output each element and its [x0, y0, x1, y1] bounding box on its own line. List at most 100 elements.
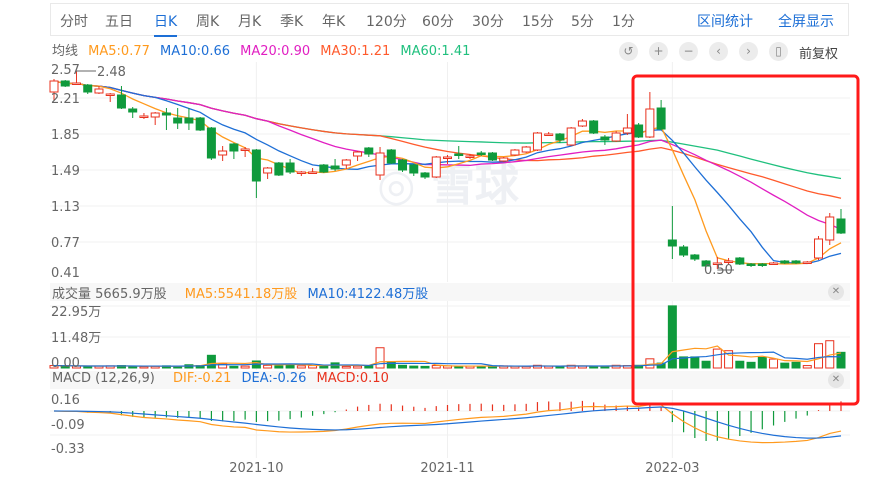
candle-body: [105, 93, 115, 96]
candle: [206, 127, 216, 160]
close-volume-icon[interactable]: ✕: [828, 284, 844, 300]
volume-bar: [409, 365, 419, 369]
candle-body: [746, 263, 756, 266]
candle-body: [634, 124, 644, 138]
tab-11[interactable]: 5分: [571, 14, 594, 30]
volume-bar: [229, 365, 239, 369]
chevron-left-icon[interactable]: ‹: [709, 42, 728, 61]
candle-body: [173, 117, 183, 124]
candle: [105, 93, 115, 102]
candle: [308, 168, 318, 174]
price-tick-label: 1.85: [51, 128, 80, 143]
candle: [555, 133, 565, 143]
range-stats-link[interactable]: 区间统计: [697, 14, 753, 30]
candle-body: [532, 132, 542, 151]
price-tick-label: 2.21: [51, 92, 80, 107]
volume-bar: [757, 356, 767, 369]
tab-7[interactable]: 120分: [366, 14, 407, 30]
candle-body: [420, 172, 430, 178]
candle-body: [139, 115, 149, 118]
candle: [218, 146, 228, 161]
tab-8[interactable]: 60分: [422, 14, 454, 30]
tab-10[interactable]: 15分: [522, 14, 554, 30]
candle: [589, 120, 599, 134]
candle: [532, 132, 542, 151]
tab-12[interactable]: 1分: [612, 14, 635, 30]
close-macd-icon[interactable]: ✕: [828, 372, 844, 388]
tab-3[interactable]: 周K: [196, 14, 220, 30]
volume-bar: [218, 363, 228, 369]
tab-2[interactable]: 日K: [154, 11, 178, 37]
candle: [49, 79, 59, 100]
tab-6[interactable]: 年K: [322, 14, 346, 30]
volume-bar: [701, 360, 711, 369]
candle: [499, 157, 509, 162]
candle: [712, 257, 722, 269]
tab-5[interactable]: 季K: [280, 14, 304, 30]
candle-body: [825, 216, 835, 241]
ma30-value: MA30:1.21: [320, 44, 391, 59]
volume-bar: [532, 364, 542, 369]
candle: [487, 152, 497, 161]
fullscreen-link[interactable]: 全屏显示: [778, 14, 834, 30]
candle: [769, 262, 779, 265]
volume-ma10: MA10:4122.48万股: [307, 287, 429, 302]
chevron-right-icon[interactable]: ›: [739, 42, 758, 61]
tab-4[interactable]: 月K: [238, 14, 262, 30]
candle: [566, 127, 576, 146]
candle: [600, 135, 610, 145]
candle-body: [769, 262, 779, 265]
candle: [645, 92, 655, 138]
tab-1[interactable]: 五日: [105, 14, 133, 30]
zoom-in-icon[interactable]: +: [649, 42, 668, 61]
date-label: 2022-03: [645, 461, 699, 476]
candle-body: [622, 127, 632, 134]
candle: [353, 151, 363, 161]
candle: [521, 146, 531, 153]
candle-body: [566, 127, 576, 146]
ma5-line: [53, 80, 842, 265]
macd-tick-label: -0.09: [51, 418, 85, 433]
candle-body: [465, 155, 475, 158]
volume-ma5: MA5:5541.18万股: [184, 287, 298, 302]
candle-body: [128, 108, 138, 113]
highlight-box: [631, 74, 860, 406]
candle: [420, 172, 430, 179]
candle: [791, 260, 801, 264]
candle: [802, 261, 812, 264]
volume-bar: [645, 358, 655, 369]
candle-body: [544, 133, 554, 136]
candle-body: [802, 261, 812, 264]
volume-title: 成交量 5665.9万股: [52, 287, 167, 302]
candle-body: [735, 257, 745, 265]
candle-body: [184, 117, 194, 124]
candle: [679, 245, 689, 257]
candle-body: [521, 146, 531, 153]
candle-icon[interactable]: ▯: [769, 42, 788, 61]
macd-value: MACD:0.10: [316, 371, 389, 386]
candle: [319, 164, 329, 173]
adjust-mode-button[interactable]: 前复权: [799, 47, 839, 62]
candle: [656, 100, 666, 130]
candle-body: [83, 84, 93, 93]
undo-icon[interactable]: ↺: [619, 42, 638, 61]
candle: [724, 258, 734, 265]
candle-body: [600, 136, 610, 141]
zoom-out-icon[interactable]: −: [679, 42, 698, 61]
volume-bar: [780, 362, 790, 369]
candle: [71, 71, 81, 85]
candle: [386, 149, 396, 164]
volume-bar: [83, 365, 93, 369]
candle: [161, 108, 171, 130]
candle: [622, 114, 632, 135]
tab-9[interactable]: 30分: [472, 14, 504, 30]
volume-legend-bar: 成交量 5665.9万股 MA5:5541.18万股 MA10:4122.48万…: [50, 283, 850, 302]
candle-body: [476, 152, 486, 155]
tab-0[interactable]: 分时: [60, 14, 88, 30]
volume-tick-label: 11.48万: [51, 331, 101, 346]
price-tick-label: 0.77: [51, 236, 80, 251]
candle-body: [454, 153, 464, 156]
volume-bar: [364, 365, 374, 369]
volume-bar: [836, 351, 846, 369]
